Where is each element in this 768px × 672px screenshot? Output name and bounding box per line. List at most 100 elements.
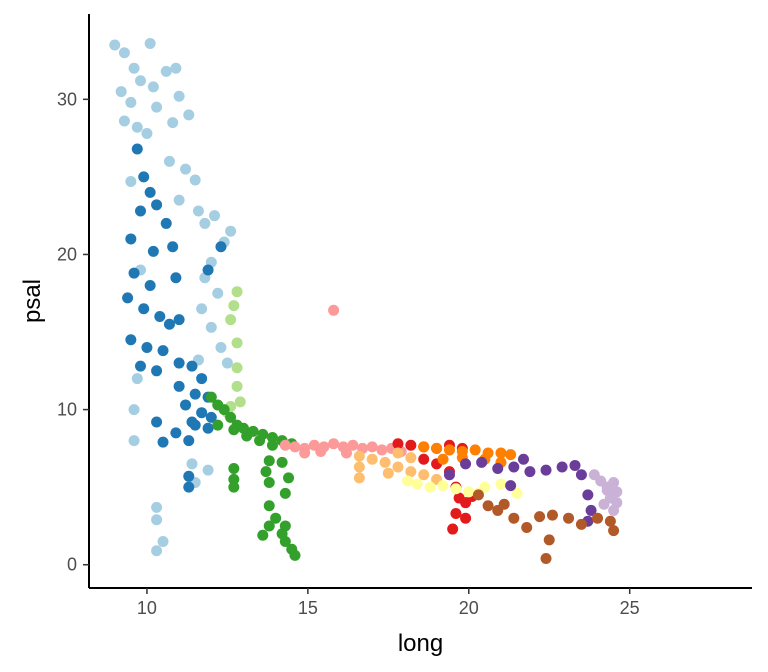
series-7 <box>418 441 517 468</box>
data-point <box>228 481 240 493</box>
data-point <box>411 478 423 490</box>
data-point <box>353 472 365 484</box>
data-point <box>231 286 243 298</box>
data-point <box>405 466 417 478</box>
data-point <box>508 512 520 524</box>
data-point <box>382 467 394 479</box>
data-point <box>134 360 146 372</box>
data-point <box>524 466 536 478</box>
data-point <box>147 245 159 257</box>
data-point <box>266 439 278 451</box>
data-point <box>392 461 404 473</box>
data-point <box>543 534 555 546</box>
data-point <box>183 109 195 121</box>
data-point <box>569 459 581 471</box>
data-point <box>611 497 623 509</box>
x-axis-ticks: 10 15 20 25 <box>137 588 640 618</box>
data-point <box>492 463 504 475</box>
data-point <box>151 514 163 526</box>
data-point <box>517 453 529 465</box>
data-point <box>231 337 243 349</box>
series-6 <box>353 447 443 485</box>
data-point <box>157 345 169 357</box>
data-point <box>604 515 616 527</box>
data-point <box>289 441 301 453</box>
data-point <box>202 464 214 476</box>
data-point <box>202 422 214 434</box>
data-point <box>122 292 134 304</box>
data-point <box>151 365 163 377</box>
data-point <box>402 475 414 487</box>
points-layer <box>109 37 623 565</box>
data-point <box>228 473 240 485</box>
series-9 <box>443 453 597 527</box>
data-point <box>173 314 185 326</box>
y-tick-label: 20 <box>57 244 77 264</box>
data-point <box>231 380 243 392</box>
data-point <box>173 194 185 206</box>
data-point <box>231 362 243 374</box>
data-point <box>125 233 137 245</box>
data-point <box>418 453 430 465</box>
data-point <box>209 210 221 222</box>
data-point <box>283 472 295 484</box>
data-point <box>134 205 146 217</box>
data-point <box>173 90 185 102</box>
data-point <box>575 518 587 530</box>
y-axis-ticks: 0 10 20 30 <box>57 89 89 575</box>
series-2 <box>221 286 246 419</box>
data-point <box>189 419 201 431</box>
data-point <box>505 480 517 492</box>
data-point <box>469 444 481 456</box>
data-point <box>151 545 163 557</box>
data-point <box>109 39 121 51</box>
data-point <box>151 199 163 211</box>
data-point <box>154 311 166 323</box>
data-point <box>353 450 365 462</box>
data-point <box>125 334 137 346</box>
data-point <box>585 504 597 516</box>
data-point <box>460 512 472 524</box>
data-point <box>157 436 169 448</box>
data-point <box>463 486 475 498</box>
x-tick-label: 25 <box>620 598 640 618</box>
data-point <box>505 449 517 461</box>
data-point <box>437 453 449 465</box>
data-point <box>202 264 214 276</box>
y-tick-label: 30 <box>57 89 77 109</box>
y-tick-label: 10 <box>57 400 77 420</box>
data-point <box>443 469 455 481</box>
data-point <box>225 314 237 326</box>
data-point <box>418 469 430 481</box>
data-point <box>205 321 217 333</box>
data-point <box>144 186 156 198</box>
data-point <box>160 65 172 77</box>
data-point <box>498 498 510 510</box>
data-point <box>173 357 185 369</box>
data-point <box>205 411 217 423</box>
data-point <box>254 435 266 447</box>
data-point <box>170 62 182 74</box>
data-point <box>540 553 552 565</box>
data-point <box>263 520 275 532</box>
data-point <box>141 127 153 139</box>
data-point <box>186 458 198 470</box>
data-point <box>215 342 227 354</box>
data-point <box>546 509 558 521</box>
data-point <box>118 115 130 127</box>
data-point <box>592 512 604 524</box>
data-point <box>170 272 182 284</box>
data-point <box>167 241 179 253</box>
data-point <box>128 62 140 74</box>
x-axis-title: long <box>398 630 443 657</box>
data-point <box>366 453 378 465</box>
data-point <box>180 163 192 175</box>
data-point <box>405 439 417 451</box>
data-point <box>447 523 459 535</box>
data-point <box>183 435 195 447</box>
series-0 <box>109 37 237 557</box>
data-point <box>196 407 208 419</box>
data-point <box>218 404 230 416</box>
data-point <box>601 484 613 496</box>
